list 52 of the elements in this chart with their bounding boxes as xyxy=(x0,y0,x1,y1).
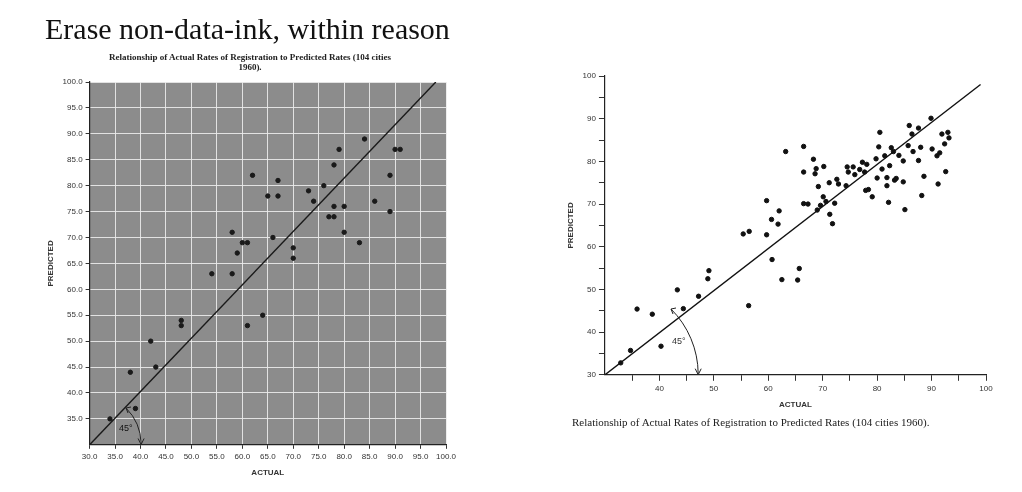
x-tick-label: 100 xyxy=(979,383,994,393)
y-tick-label: 100.0 xyxy=(62,77,84,87)
x-tick-label: 60 xyxy=(763,383,774,393)
x-axis-title: ACTUAL xyxy=(779,400,813,410)
annotation: 45° xyxy=(672,336,687,347)
x-tick-label: 55.0 xyxy=(209,451,226,461)
y-tick-label: 90 xyxy=(587,113,597,123)
y-tick-label: 60 xyxy=(587,241,597,251)
x-tick-label: 40 xyxy=(654,383,665,393)
x-tick-label: 75.0 xyxy=(310,451,328,461)
y-tick-label: 70.0 xyxy=(67,232,84,242)
x-tick-label: 45.0 xyxy=(158,451,175,461)
x-tick-label: 65.0 xyxy=(260,451,277,461)
text: Relationship of Actual Rates of Registration to Predicted Rates (104 cities 1960). xyxy=(572,416,931,428)
x-tick-label: 50 xyxy=(709,383,719,393)
x-tick-label: 90 xyxy=(927,383,937,393)
y-tick-label: 65.0 xyxy=(67,258,84,268)
y-tick-label: 45.0 xyxy=(67,362,84,372)
y-tick-label: 85.0 xyxy=(67,154,84,164)
x-tick-label: 90.0 xyxy=(387,451,404,461)
y-tick-label: 100 xyxy=(582,71,597,81)
chart-subtitle: Relationship of Actual Rates of Registration to Predicted Rates (104 cities 1960). xyxy=(108,52,392,72)
y-tick-label: 95.0 xyxy=(67,103,84,113)
x-tick-label: 85.0 xyxy=(361,451,378,461)
x-tick-label: 80.0 xyxy=(336,451,353,461)
x-tick-label: 40.0 xyxy=(132,451,149,461)
y-tick-label: 80.0 xyxy=(67,180,84,190)
x-axis-title: ACTUAL xyxy=(251,468,285,478)
y-tick-label: 50.0 xyxy=(67,336,84,346)
y-tick-label: 35.0 xyxy=(67,414,84,424)
y-tick-label: 80 xyxy=(587,156,597,166)
annotation: 45° xyxy=(118,423,133,434)
x-tick-label: 30.0 xyxy=(81,451,98,461)
x-tick-label: 50.0 xyxy=(183,451,200,461)
y-tick-label: 90.0 xyxy=(67,129,84,139)
chart-title: Erase non-data-ink, within reason xyxy=(45,12,451,47)
y-axis-title: PREDICTED xyxy=(46,240,55,287)
y-tick-label: 40 xyxy=(587,327,597,337)
x-tick-label: 70 xyxy=(818,383,828,393)
x-tick-label: 95.0 xyxy=(412,451,429,461)
x-tick-label: 100.0 xyxy=(435,451,457,461)
y-axis-title: PREDICTED xyxy=(566,202,575,249)
y-tick-label: 60.0 xyxy=(67,284,84,294)
x-tick-label: 35.0 xyxy=(107,451,124,461)
y-tick-label: 30 xyxy=(587,370,597,379)
y-tick-label: 75.0 xyxy=(67,206,84,216)
x-tick-label: 60.0 xyxy=(234,451,251,461)
y-tick-label: 50 xyxy=(587,284,597,294)
y-tick-label: 55.0 xyxy=(67,310,84,320)
y-tick-label: 70 xyxy=(587,199,597,209)
x-tick-label: 70.0 xyxy=(285,451,302,461)
x-tick-label: 80 xyxy=(872,383,883,393)
